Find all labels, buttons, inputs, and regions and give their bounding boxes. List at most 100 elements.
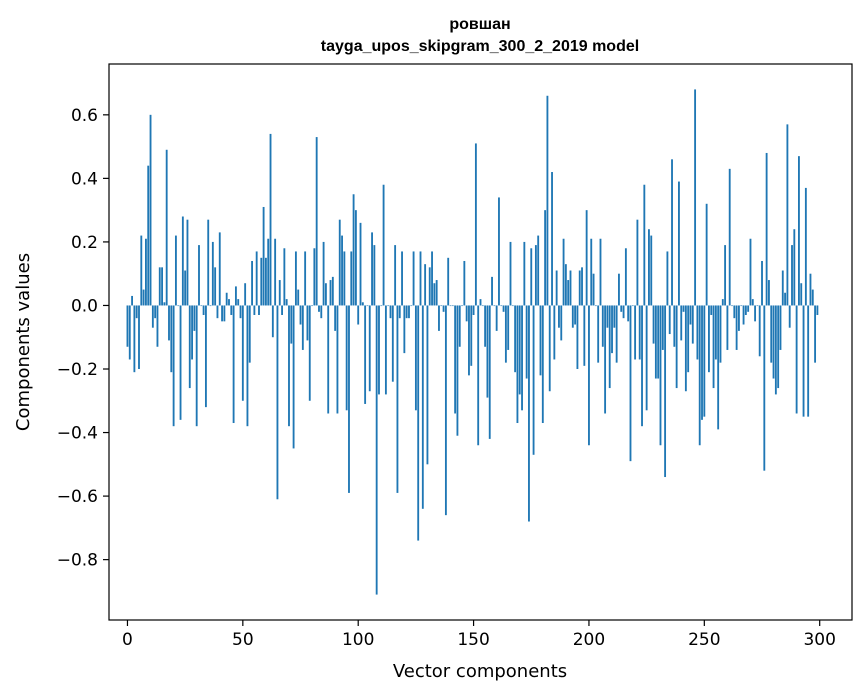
y-axis-label: Components values [13, 253, 34, 431]
bar [308, 305, 311, 401]
bar [357, 305, 360, 325]
bar [281, 305, 283, 315]
bar [260, 257, 263, 306]
x-tick-label: 150 [457, 630, 489, 650]
bar [276, 305, 279, 500]
bar [802, 305, 805, 417]
bar [244, 283, 247, 306]
bar [202, 305, 205, 315]
bar [463, 260, 466, 306]
x-tick-label: 0 [122, 630, 133, 650]
bar [666, 251, 669, 306]
bar [149, 114, 152, 306]
bar [348, 305, 350, 493]
bar [493, 305, 496, 307]
bar [230, 305, 233, 315]
bar [606, 305, 609, 328]
bar [417, 305, 420, 541]
bar [793, 229, 796, 306]
bar [297, 289, 300, 306]
bar [359, 222, 362, 306]
bar [661, 305, 664, 350]
bar [140, 235, 143, 306]
bar [594, 305, 597, 307]
bar [172, 305, 175, 427]
bar [597, 305, 600, 363]
bar [449, 305, 452, 307]
bar [659, 305, 662, 446]
bar [271, 305, 274, 338]
bar [583, 305, 586, 366]
bar [798, 156, 800, 306]
bar [394, 245, 397, 306]
bar [191, 305, 193, 360]
bar [636, 219, 639, 306]
bar [324, 283, 327, 306]
bar [336, 305, 339, 414]
bar [502, 305, 505, 312]
bar [551, 172, 553, 306]
bar [135, 305, 138, 319]
bar [470, 305, 473, 366]
bar [747, 305, 750, 312]
bar [574, 305, 577, 325]
bar [742, 305, 745, 325]
bar [421, 305, 424, 509]
bar [380, 305, 383, 307]
bar [211, 241, 214, 306]
bar [560, 305, 563, 341]
bar [414, 305, 417, 411]
bar [269, 133, 272, 306]
bar [147, 165, 150, 306]
bar [318, 305, 320, 312]
bar [264, 257, 267, 306]
bar [354, 210, 357, 306]
bar [285, 299, 288, 306]
bar [620, 305, 623, 312]
bar [514, 305, 517, 373]
bar [627, 305, 630, 322]
bar [581, 267, 583, 306]
bar [724, 245, 727, 306]
bar [721, 299, 724, 306]
bar [216, 305, 219, 319]
bar [569, 270, 572, 306]
bar [770, 305, 773, 363]
bar [675, 305, 678, 389]
bar [714, 305, 717, 360]
bar [327, 305, 330, 414]
x-tick-label: 200 [573, 630, 605, 650]
bar [128, 305, 131, 360]
bar [541, 305, 544, 424]
bar [652, 305, 655, 344]
bar [477, 305, 480, 446]
bar [641, 305, 643, 427]
bar [673, 305, 676, 347]
bar [294, 251, 297, 306]
bar [774, 305, 777, 395]
bar [315, 137, 318, 306]
bar [451, 305, 454, 307]
bar [717, 305, 720, 430]
bar [781, 270, 784, 306]
bar [680, 305, 683, 341]
bar [364, 305, 367, 404]
bar [456, 305, 459, 436]
bar [234, 286, 237, 306]
bar [671, 159, 673, 306]
bar [758, 305, 761, 357]
bar [719, 305, 722, 363]
bar [726, 305, 729, 350]
bar [278, 280, 281, 306]
bar [207, 219, 210, 306]
bar [438, 305, 440, 331]
bar [474, 143, 477, 306]
bar [763, 305, 766, 471]
bar [343, 251, 346, 306]
bar [657, 305, 660, 379]
bar [138, 305, 140, 369]
bar [592, 273, 595, 306]
bar [539, 305, 542, 376]
bar [528, 305, 530, 522]
bar [253, 305, 256, 315]
